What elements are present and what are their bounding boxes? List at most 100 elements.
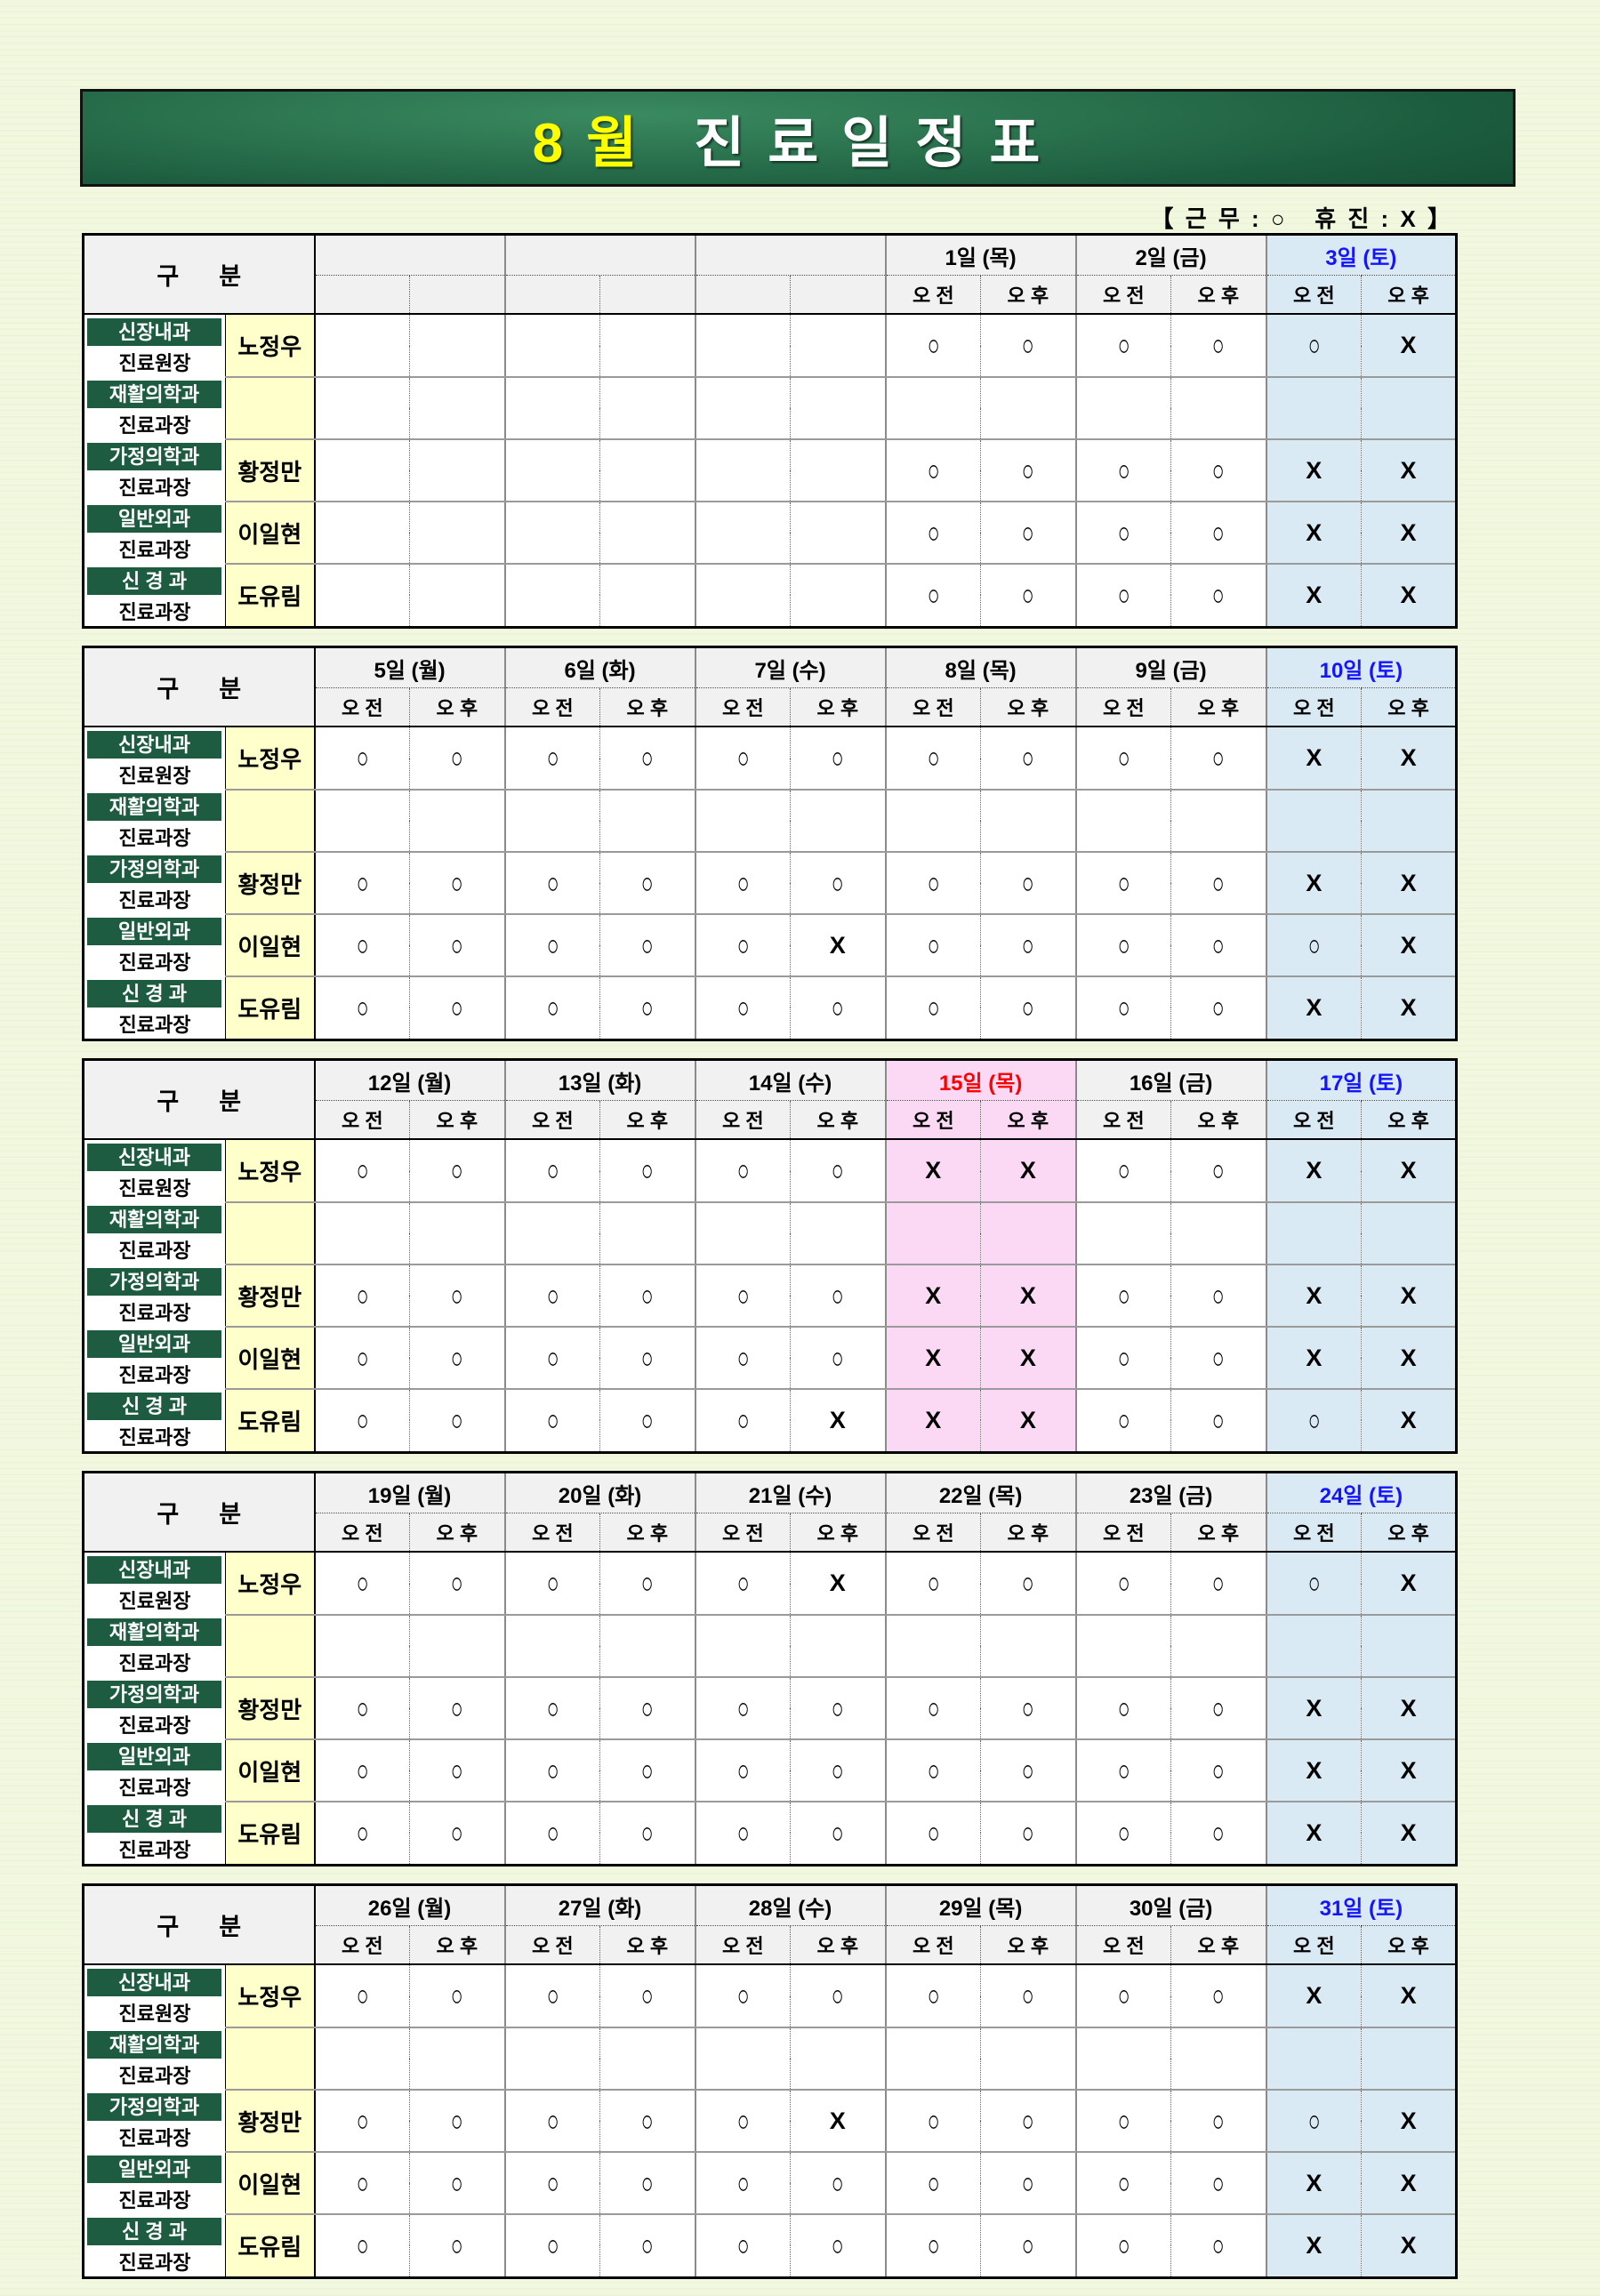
title-label: 진료과장 (83, 1296, 226, 1327)
dept-box: 신 경 과 (87, 2217, 221, 2245)
schedule-mark-cell: ○ (504, 2214, 601, 2279)
work-mark: ○ (546, 865, 559, 900)
schedule-mark-cell: X (1361, 1964, 1458, 2028)
schedule-mark-cell: ○ (504, 1552, 601, 1616)
day-header-cell: 16일 (금) (1075, 1059, 1267, 1101)
schedule-mark-cell (409, 314, 506, 378)
schedule-mark-cell: ○ (409, 2090, 506, 2153)
schedule-mark-cell: X (1266, 1327, 1363, 1390)
dept-label: 일반외과 (83, 1739, 226, 1770)
pm-header-cell: 오 후 (790, 1100, 887, 1140)
pm-header-cell: 오 후 (1361, 1100, 1458, 1140)
pm-header-cell: 오 후 (980, 275, 1077, 315)
schedule-mark-cell (790, 377, 887, 440)
work-mark: ○ (356, 2228, 369, 2262)
work-mark: ○ (1117, 578, 1130, 612)
schedule-mark-cell: ○ (314, 1139, 411, 1203)
work-mark: ○ (1117, 515, 1130, 550)
schedule-mark-cell (1075, 2027, 1172, 2091)
schedule-mark-cell (504, 377, 601, 440)
schedule-mark-cell: ○ (980, 1802, 1077, 1867)
dept-label: 재활의학과 (83, 377, 226, 408)
work-mark: ○ (356, 1566, 369, 1600)
schedule-mark-cell: ○ (1075, 439, 1172, 502)
work-mark: ○ (356, 741, 369, 775)
work-mark: ○ (736, 1690, 750, 1725)
schedule-mark-cell: X (1266, 1264, 1363, 1328)
title-label: 진료원장 (83, 1996, 226, 2027)
schedule-mark-cell: X (1266, 852, 1363, 915)
work-mark: ○ (640, 1278, 654, 1313)
day-header-cell: 21일 (수) (695, 1472, 887, 1513)
title-label: 진료과장 (83, 1708, 226, 1739)
schedule-mark-cell (695, 502, 792, 565)
work-mark: ○ (1211, 1278, 1225, 1313)
pm-header-cell: 오 후 (980, 687, 1077, 727)
schedule-mark-cell: X (885, 1327, 982, 1390)
schedule-mark-cell (314, 439, 411, 502)
schedule-mark-cell: ○ (409, 852, 506, 915)
schedule-mark-cell: ○ (1075, 852, 1172, 915)
am-header-cell: 오 전 (885, 1513, 982, 1553)
dept-label: 일반외과 (83, 914, 226, 945)
schedule-mark-cell: ○ (314, 1389, 411, 1454)
title-label: 진료원장 (83, 759, 226, 790)
schedule-mark-cell: ○ (980, 2214, 1077, 2279)
title-label: 진료과장 (83, 2183, 226, 2214)
work-mark: ○ (546, 2165, 559, 2200)
work-mark: ○ (1117, 1278, 1130, 1313)
schedule-mark-cell: ○ (980, 314, 1077, 378)
off-mark: X (925, 1157, 942, 1184)
schedule-mark-cell: X (1361, 2090, 1458, 2153)
off-mark: X (1306, 1694, 1323, 1722)
dept-box: 재활의학과 (87, 2030, 221, 2059)
off-mark: X (1306, 518, 1323, 546)
schedule-mark-cell: X (980, 1327, 1077, 1390)
work-mark: ○ (1211, 515, 1225, 550)
am-header-cell: 오 전 (1266, 1925, 1363, 1965)
dept-label: 일반외과 (83, 502, 226, 533)
title-label: 진료과장 (83, 1420, 226, 1453)
work-mark: ○ (546, 1690, 559, 1725)
schedule-mark-cell: ○ (790, 2214, 887, 2279)
schedule-mark-cell (409, 439, 506, 502)
schedule-mark-cell: ○ (790, 1739, 887, 1802)
schedule-mark-cell: ○ (599, 976, 696, 1041)
schedule-mark-cell: X (1266, 502, 1363, 565)
schedule-mark-cell: X (1266, 1677, 1363, 1740)
schedule-mark-cell: ○ (314, 2152, 411, 2215)
schedule-mark-cell (790, 502, 887, 565)
work-mark: ○ (450, 1278, 463, 1313)
off-mark: X (1400, 456, 1417, 484)
dept-box: 신 경 과 (87, 566, 221, 595)
work-mark: ○ (640, 1753, 654, 1787)
am-header-cell (504, 275, 601, 315)
schedule-mark-cell (1075, 1202, 1172, 1265)
schedule-mark-cell: ○ (980, 914, 1077, 977)
schedule-mark-cell: ○ (1170, 1677, 1267, 1740)
title-label: 진료과장 (83, 408, 226, 439)
day-header-cell: 26일 (월) (314, 1884, 506, 1926)
work-mark: ○ (927, 741, 940, 775)
day-header-cell: 28일 (수) (695, 1884, 887, 1926)
work-mark: ○ (736, 2103, 750, 2138)
schedule-mark-cell (409, 790, 506, 853)
work-mark: ○ (1117, 1753, 1130, 1787)
dept-label: 일반외과 (83, 1327, 226, 1358)
am-header-cell: 오 전 (1075, 275, 1172, 315)
work-mark: ○ (736, 1403, 750, 1437)
schedule-mark-cell: ○ (980, 1677, 1077, 1740)
work-mark: ○ (546, 741, 559, 775)
schedule-mark-cell: ○ (790, 1677, 887, 1740)
work-mark: ○ (1021, 1753, 1034, 1787)
work-mark: ○ (831, 741, 844, 775)
schedule-mark-cell: ○ (1266, 1552, 1363, 1616)
schedule-mark-cell: ○ (980, 976, 1077, 1041)
schedule-mark-cell: ○ (790, 727, 887, 791)
work-mark: ○ (831, 1153, 844, 1187)
schedule-mark-cell: X (1266, 2152, 1363, 2215)
schedule-mark-cell: ○ (1170, 852, 1267, 915)
schedule-mark-cell: ○ (504, 2090, 601, 2153)
schedule-mark-cell: ○ (695, 1964, 792, 2028)
schedule-mark-cell: ○ (1075, 1264, 1172, 1328)
